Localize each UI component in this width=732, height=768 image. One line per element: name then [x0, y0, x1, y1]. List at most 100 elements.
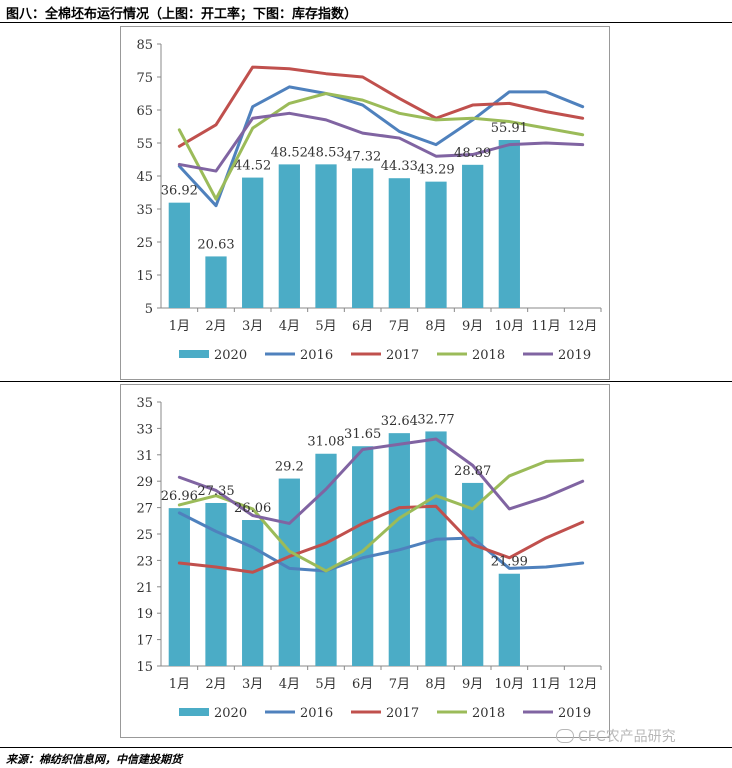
bot-x-tick-label: 4月: [279, 677, 300, 692]
top-x-tick-label: 3月: [242, 319, 263, 334]
bot-bar: [168, 508, 190, 666]
bot-bar: [498, 573, 520, 666]
top-bar: [425, 181, 447, 308]
bot-y-tick-label: 25: [136, 528, 153, 543]
bot-data-label: 21.99: [491, 555, 528, 570]
top-x-tick-label: 10月: [495, 319, 525, 334]
top-data-label: 43.29: [417, 163, 454, 178]
bot-x-tick-label: 10月: [495, 677, 525, 692]
source-note: 来源：棉纺织信息网，中信建投期货: [6, 753, 182, 766]
top-data-label: 55.91: [491, 121, 528, 136]
bot-x-tick-label: 2月: [205, 677, 226, 692]
top-x-tick-label: 2月: [205, 319, 226, 334]
top-bar: [388, 178, 410, 308]
bot-x-tick-label: 6月: [352, 677, 373, 692]
top-bar: [498, 139, 520, 308]
utilization-chart-svg: 5 15 25 35 45 55 65 75 85 1月 2月 3月 4月 5月 6月 7月 8月 9月 10月 11…: [136, 38, 602, 363]
bot-line-2018: [177, 458, 585, 573]
top-data-label: 20.63: [197, 237, 234, 252]
bot-y-tick-label: 31: [136, 449, 153, 464]
figure-title: 图八：全棉坯布运行情况（上图：开工率；下图：库存指数）: [6, 7, 358, 22]
top-bar: [462, 164, 484, 308]
top-bar: [205, 256, 227, 308]
bot-data-label: 28.87: [454, 464, 491, 479]
top-y-tick-label: 5: [145, 302, 153, 317]
bot-data-label: 32.77: [417, 412, 454, 427]
top-line-2016: [177, 85, 585, 208]
top-data-label: 44.52: [234, 159, 271, 174]
top-divider: [0, 22, 732, 23]
bot-legend-label: 2018: [472, 706, 505, 721]
bot-legend-label: 2016: [300, 706, 333, 721]
bot-legend-swatch: [179, 708, 209, 716]
top-y-tick-label: 35: [136, 203, 153, 218]
top-legend-label: 2020: [214, 348, 247, 363]
bot-data-label: 32.64: [381, 414, 418, 429]
top-x-tick-label: 11月: [531, 319, 561, 334]
bot-line-2019: [177, 437, 585, 525]
top-x-tick-label: 12月: [568, 319, 598, 334]
top-legend-label: 2016: [300, 348, 333, 363]
watermark: CFC农产品研究: [556, 726, 676, 746]
bot-y-tick-label: 23: [136, 554, 153, 569]
top-line-2019: [177, 111, 585, 173]
top-data-label: 36.92: [161, 184, 198, 199]
top-y-tick-label: 75: [136, 71, 153, 86]
top-x-tick-label: 6月: [352, 319, 373, 334]
bot-bar: [425, 431, 447, 666]
top-y-tick-label: 25: [136, 236, 153, 251]
top-bar: [352, 168, 374, 308]
top-data-label: 48.39: [454, 146, 491, 161]
top-data-label: 47.32: [344, 149, 381, 164]
bot-bar: [242, 520, 264, 666]
bot-y-tick-label: 35: [136, 396, 153, 411]
bottom-divider: [0, 747, 732, 748]
top-data-label: 44.33: [381, 159, 418, 174]
top-line-2018: [177, 92, 585, 201]
bot-line-2016: [177, 511, 585, 573]
top-x-tick-label: 9月: [462, 319, 483, 334]
top-x-tick-label: 4月: [279, 319, 300, 334]
bot-data-label: 31.08: [307, 435, 344, 450]
top-x-tick-label: 1月: [169, 319, 190, 334]
bot-line-2017: [177, 504, 585, 574]
top-x-tick-label: 5月: [315, 319, 336, 334]
bot-x-tick-label: 5月: [315, 677, 336, 692]
bot-bar: [315, 453, 337, 666]
bot-x-tick-label: 12月: [568, 677, 598, 692]
top-bar: [242, 177, 264, 308]
top-y-tick-label: 85: [136, 38, 153, 53]
bot-y-tick-label: 29: [136, 475, 153, 490]
bot-y-tick-label: 21: [136, 581, 153, 596]
top-line-2017: [177, 65, 585, 148]
bot-legend-label: 2019: [558, 706, 591, 721]
top-y-tick-label: 55: [136, 137, 153, 152]
bot-bar: [462, 482, 484, 666]
inventory-chart-svg: 15 17 19 21 23 25 27 29 31 33 35 1月 2月 3月 4月 5月 6月 7月 8月 9月…: [136, 396, 602, 721]
top-bar: [315, 164, 337, 308]
wechat-icon: [556, 729, 574, 743]
top-y-tick-label: 15: [136, 269, 153, 284]
top-bar: [278, 164, 300, 308]
bot-x-tick-label: 8月: [425, 677, 446, 692]
bot-y-tick-label: 19: [136, 607, 153, 622]
bot-x-tick-label: 1月: [169, 677, 190, 692]
bot-y-tick-label: 33: [136, 422, 153, 437]
middle-divider: [0, 381, 732, 382]
bot-data-label: 26.06: [234, 501, 271, 516]
bot-x-tick-label: 11月: [531, 677, 561, 692]
watermark-text: CFC农产品研究: [578, 729, 676, 745]
bot-legend-label: 2017: [386, 706, 419, 721]
bot-data-label: 26.96: [161, 489, 198, 504]
bot-bar: [205, 502, 227, 666]
bot-bar: [278, 478, 300, 666]
bot-data-label: 27.35: [197, 484, 234, 499]
top-x-tick-label: 8月: [425, 319, 446, 334]
top-legend-label: 2019: [558, 348, 591, 363]
top-y-tick-label: 45: [136, 170, 153, 185]
top-bar: [168, 202, 190, 308]
top-legend-label: 2017: [386, 348, 419, 363]
bot-data-label: 31.65: [344, 427, 381, 442]
bot-x-tick-label: 7月: [389, 677, 410, 692]
bot-data-label: 29.2: [275, 460, 304, 475]
